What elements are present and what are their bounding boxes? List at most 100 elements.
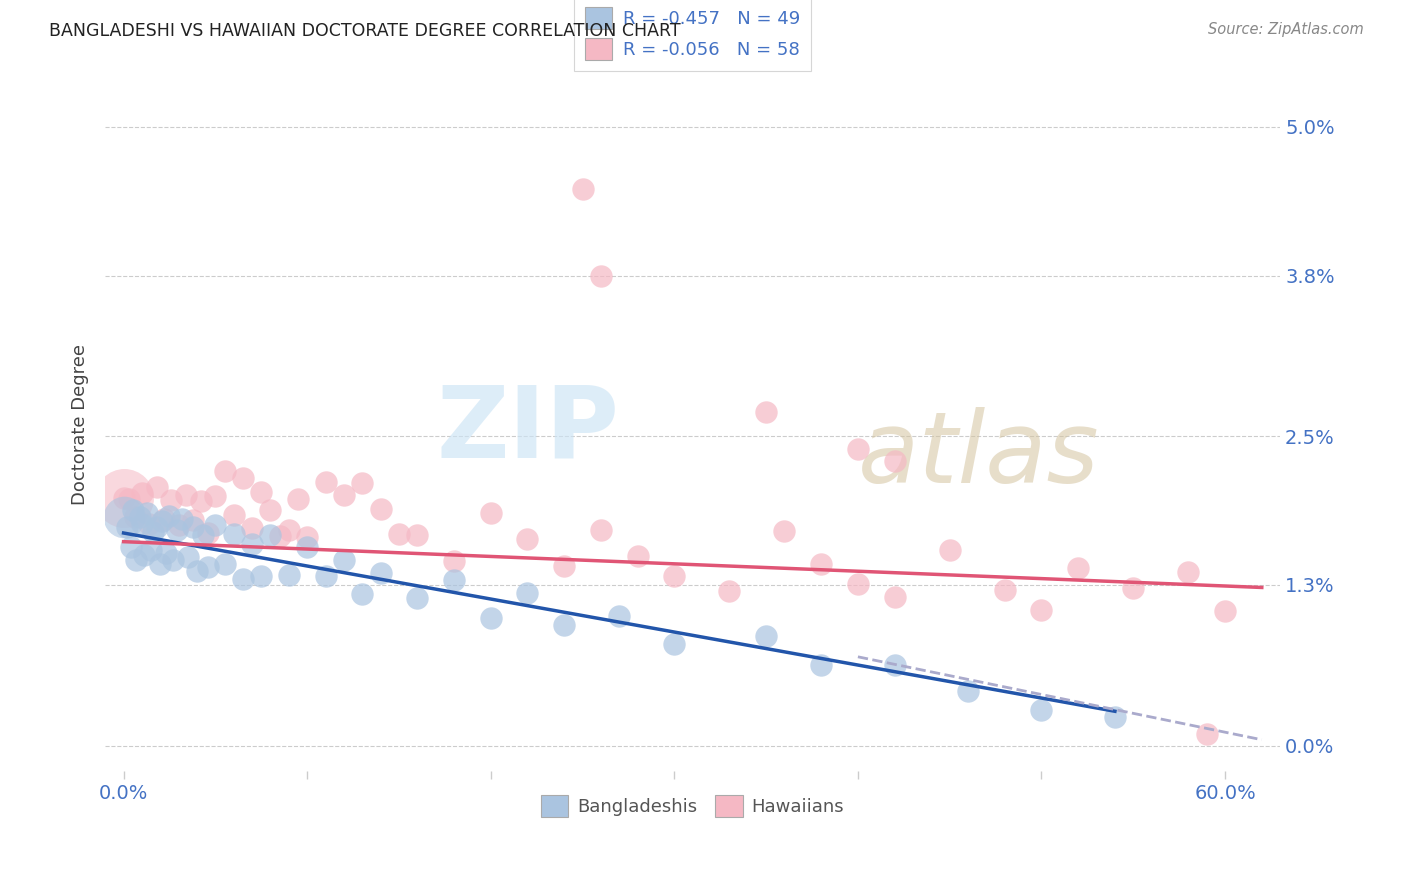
Point bbox=[197, 525, 219, 540]
Point bbox=[232, 471, 254, 485]
Point bbox=[1195, 726, 1218, 740]
Point bbox=[155, 546, 177, 560]
Point bbox=[153, 511, 176, 525]
Point bbox=[114, 509, 136, 524]
Point bbox=[172, 512, 194, 526]
Point bbox=[957, 684, 980, 698]
Point bbox=[240, 521, 263, 535]
Point bbox=[166, 523, 188, 537]
Point bbox=[114, 491, 136, 506]
Point bbox=[240, 537, 263, 551]
Point bbox=[124, 510, 146, 524]
Point bbox=[938, 543, 960, 558]
Point bbox=[132, 548, 155, 562]
Point bbox=[222, 527, 245, 541]
Point bbox=[120, 540, 142, 554]
Point bbox=[315, 475, 337, 489]
Point bbox=[250, 484, 273, 499]
Point bbox=[136, 506, 159, 520]
Point bbox=[259, 527, 281, 541]
Point bbox=[516, 586, 538, 600]
Point bbox=[810, 557, 832, 571]
Point bbox=[145, 519, 167, 533]
Point bbox=[295, 541, 318, 555]
Point bbox=[664, 637, 686, 651]
Point bbox=[846, 576, 869, 591]
Point bbox=[718, 583, 741, 598]
Point bbox=[388, 527, 411, 541]
Point bbox=[1067, 560, 1090, 574]
Point bbox=[277, 523, 299, 537]
Point bbox=[755, 405, 778, 419]
Point bbox=[232, 572, 254, 586]
Point bbox=[755, 629, 778, 643]
Point bbox=[1031, 602, 1053, 616]
Point bbox=[406, 528, 429, 542]
Point bbox=[994, 582, 1017, 597]
Point bbox=[333, 488, 356, 502]
Point bbox=[214, 557, 236, 571]
Text: atlas: atlas bbox=[858, 407, 1099, 503]
Point bbox=[190, 494, 212, 508]
Point bbox=[773, 524, 796, 538]
Point bbox=[145, 480, 167, 494]
Point bbox=[114, 491, 136, 506]
Point bbox=[607, 609, 630, 624]
Text: BANGLADESHI VS HAWAIIAN DOCTORATE DEGREE CORRELATION CHART: BANGLADESHI VS HAWAIIAN DOCTORATE DEGREE… bbox=[49, 22, 681, 40]
Point bbox=[115, 520, 138, 534]
Point bbox=[186, 564, 208, 578]
Point bbox=[846, 442, 869, 456]
Point bbox=[333, 553, 356, 567]
Point bbox=[1104, 710, 1126, 724]
Point bbox=[406, 591, 429, 606]
Point bbox=[183, 520, 205, 534]
Point bbox=[162, 553, 184, 567]
Point bbox=[516, 533, 538, 547]
Point bbox=[204, 489, 226, 503]
Point bbox=[131, 486, 153, 500]
Point bbox=[131, 516, 153, 531]
Text: Source: ZipAtlas.com: Source: ZipAtlas.com bbox=[1208, 22, 1364, 37]
Point bbox=[177, 549, 200, 564]
Point bbox=[142, 525, 165, 540]
Point bbox=[479, 506, 502, 520]
Point bbox=[222, 508, 245, 523]
Point bbox=[125, 553, 148, 567]
Point bbox=[1031, 703, 1053, 717]
Point bbox=[121, 503, 143, 517]
Point bbox=[287, 492, 309, 507]
Text: ZIP: ZIP bbox=[436, 382, 619, 479]
Point bbox=[883, 591, 905, 605]
Point bbox=[553, 617, 575, 632]
Point bbox=[479, 610, 502, 624]
Point bbox=[315, 568, 337, 582]
Point bbox=[197, 559, 219, 574]
Point bbox=[183, 513, 205, 527]
Point bbox=[664, 569, 686, 583]
Point bbox=[883, 658, 905, 673]
Point bbox=[589, 523, 612, 537]
Point bbox=[167, 518, 190, 533]
Point bbox=[571, 182, 593, 196]
Point bbox=[553, 558, 575, 573]
Point bbox=[160, 493, 183, 508]
Point bbox=[138, 517, 160, 532]
Point bbox=[150, 514, 173, 528]
Point bbox=[118, 491, 141, 506]
Point bbox=[443, 573, 465, 587]
Point bbox=[174, 488, 197, 502]
Point bbox=[295, 530, 318, 544]
Point bbox=[370, 501, 392, 516]
Point bbox=[277, 568, 299, 582]
Point bbox=[139, 543, 162, 558]
Legend: Bangladeshis, Hawaiians: Bangladeshis, Hawaiians bbox=[534, 788, 852, 824]
Point bbox=[259, 503, 281, 517]
Point bbox=[443, 554, 465, 568]
Point bbox=[883, 454, 905, 468]
Point bbox=[149, 558, 172, 572]
Point bbox=[810, 657, 832, 672]
Point bbox=[352, 476, 374, 491]
Point bbox=[626, 549, 648, 564]
Point bbox=[1122, 582, 1144, 596]
Point bbox=[250, 569, 273, 583]
